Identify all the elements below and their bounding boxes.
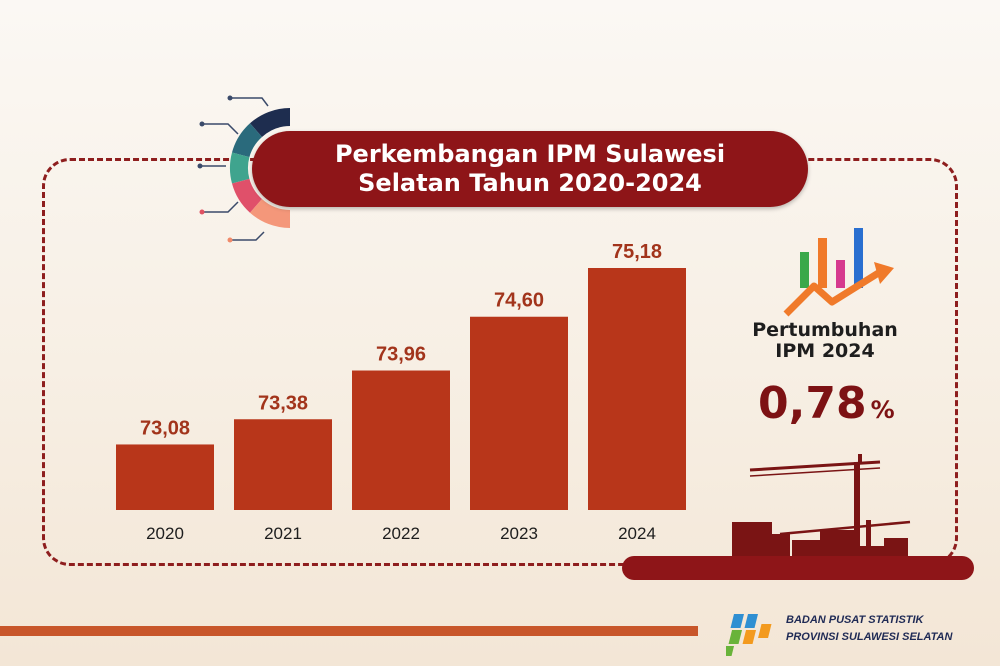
bar-2022 (352, 370, 450, 510)
org-line1: BADAN PUSAT STATISTIK (786, 614, 924, 626)
growth-label: Pertumbuhan IPM 2024 (740, 320, 910, 362)
x-tick-2021: 2021 (264, 524, 302, 543)
value-label-2023: 74,60 (494, 290, 544, 312)
bar-chart: 73,08 73,38 73,96 74,60 75,18 2020 2021 2022 20… (116, 241, 686, 543)
growth-chart-icon (783, 228, 894, 317)
title-banner: Perkembangan IPM Sulawesi Selatan Tahun … (252, 131, 808, 207)
bps-logo-icon (726, 614, 772, 656)
x-tick-2020: 2020 (146, 524, 184, 543)
growth-label-line1: Pertumbuhan (752, 319, 898, 341)
value-label-2024: 75,18 (612, 241, 662, 263)
x-tick-2022: 2022 (382, 524, 420, 543)
org-name: BADAN PUSAT STATISTIK PROVINSI SULAWESI … (786, 612, 952, 646)
value-label-2021: 73,38 (258, 392, 308, 414)
construction-skyline-icon (622, 454, 974, 580)
value-label-2020: 73,08 (140, 417, 190, 439)
growth-label-line2: IPM 2024 (775, 340, 875, 362)
x-tick-2023: 2023 (500, 524, 538, 543)
org-line2: PROVINSI SULAWESI SELATAN (786, 631, 953, 643)
segmented-ring-icon (197, 95, 290, 243)
growth-unit: % (870, 396, 895, 424)
bar-2024 (588, 268, 686, 510)
page-title-line1: Perkembangan IPM Sulawesi (334, 140, 726, 168)
growth-number: 0,78 (758, 378, 867, 429)
x-tick-2024: 2024 (618, 524, 656, 543)
bar-2020 (116, 444, 214, 510)
bar-2023 (470, 316, 568, 510)
growth-value: 0,78% (758, 378, 928, 429)
page-title-line2: Selatan Tahun 2020-2024 (358, 169, 702, 197)
footer-bar (0, 626, 698, 636)
bar-2021 (234, 419, 332, 510)
value-label-2022: 73,96 (376, 344, 426, 366)
